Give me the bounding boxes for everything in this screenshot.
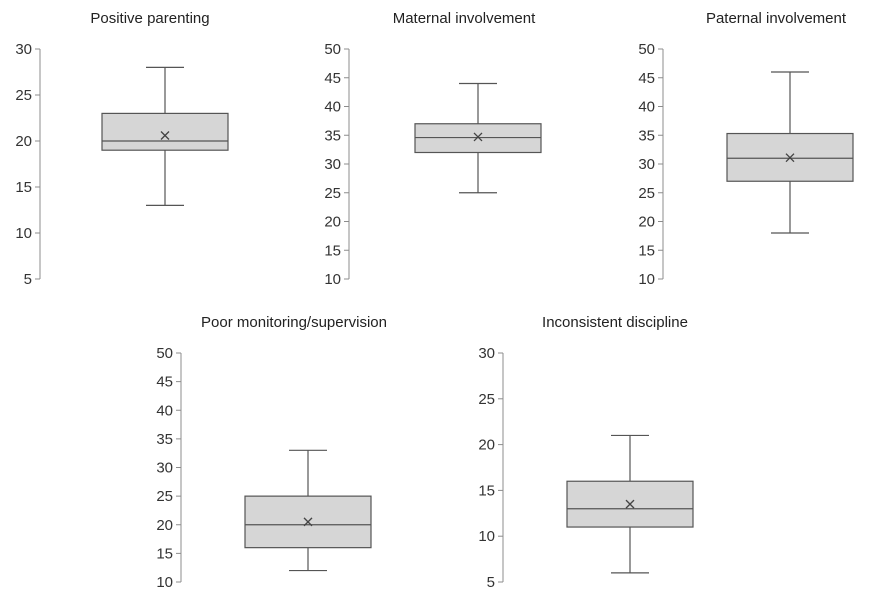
boxplot-panel-4: Poor monitoring/supervision 10 15 20 25 30 35 4… bbox=[156, 314, 387, 591]
y-tick-label: 35 bbox=[324, 127, 341, 144]
panel-title: Maternal involvement bbox=[393, 10, 536, 27]
mean-marker bbox=[473, 132, 483, 142]
panel-title: Positive parenting bbox=[90, 10, 209, 27]
interquartile-box bbox=[101, 112, 229, 151]
y-tick-label: 40 bbox=[156, 402, 173, 419]
mean-marker-stroke bbox=[303, 517, 313, 527]
y-tick-label: 50 bbox=[638, 41, 655, 58]
y-tick-label: 30 bbox=[478, 345, 495, 362]
y-tick-label: 15 bbox=[638, 242, 655, 259]
y-tick-label: 20 bbox=[478, 437, 495, 454]
y-tick-label: 15 bbox=[15, 179, 32, 196]
y-tick-label: 45 bbox=[638, 70, 655, 87]
y-tick-label: 15 bbox=[324, 242, 341, 259]
y-tick-label: 45 bbox=[156, 374, 173, 391]
y-tick-label: 10 bbox=[15, 225, 32, 242]
y-tick-label: 25 bbox=[15, 87, 32, 104]
y-tick-label: 35 bbox=[156, 431, 173, 448]
y-tick-label: 25 bbox=[638, 185, 655, 202]
mean-marker-stroke bbox=[785, 153, 795, 163]
y-tick-label: 45 bbox=[324, 70, 341, 87]
y-tick-label: 15 bbox=[156, 545, 173, 562]
y-tick-label: 10 bbox=[156, 574, 173, 591]
mean-marker bbox=[785, 153, 795, 163]
y-tick-label: 5 bbox=[487, 574, 495, 591]
boxplot-panel-2: Maternal involvement 10 15 20 25 30 35 40 45 50 bbox=[324, 10, 542, 288]
boxplot-panel-1: Positive parenting 5 10 15 20 25 30 bbox=[15, 10, 229, 288]
mean-marker-stroke bbox=[160, 131, 170, 140]
mean-marker-stroke bbox=[473, 132, 483, 142]
panel-title: Inconsistent discipline bbox=[542, 314, 688, 331]
y-tick-label: 40 bbox=[324, 99, 341, 116]
mean-marker bbox=[625, 499, 635, 509]
y-tick-label: 10 bbox=[324, 271, 341, 288]
boxplot-panel-3: Paternal involvement 10 15 20 25 30 35 40 45 50 bbox=[638, 10, 854, 288]
y-tick-label: 15 bbox=[478, 482, 495, 499]
panel-title: Poor monitoring/supervision bbox=[201, 314, 387, 331]
y-tick-label: 20 bbox=[324, 214, 341, 231]
y-tick-label: 25 bbox=[478, 391, 495, 408]
y-tick-label: 10 bbox=[478, 528, 495, 545]
y-tick-label: 25 bbox=[156, 488, 173, 505]
y-tick-label: 20 bbox=[638, 214, 655, 231]
mean-marker bbox=[160, 131, 170, 140]
y-tick-label: 35 bbox=[638, 127, 655, 144]
y-tick-label: 5 bbox=[24, 271, 32, 288]
y-tick-label: 10 bbox=[638, 271, 655, 288]
boxplot-panel-5: Inconsistent discipline 5 10 15 20 25 30 bbox=[478, 314, 694, 591]
y-tick-label: 20 bbox=[156, 517, 173, 534]
y-tick-label: 40 bbox=[638, 99, 655, 116]
panel-title: Paternal involvement bbox=[706, 10, 847, 27]
y-tick-label: 50 bbox=[324, 41, 341, 58]
y-tick-label: 30 bbox=[638, 156, 655, 173]
y-tick-label: 20 bbox=[15, 133, 32, 150]
y-tick-label: 50 bbox=[156, 345, 173, 362]
y-tick-label: 30 bbox=[156, 460, 173, 477]
y-tick-label: 25 bbox=[324, 185, 341, 202]
y-tick-label: 30 bbox=[15, 41, 32, 58]
mean-marker bbox=[303, 517, 313, 527]
y-tick-label: 30 bbox=[324, 156, 341, 173]
mean-marker-stroke bbox=[625, 499, 635, 509]
